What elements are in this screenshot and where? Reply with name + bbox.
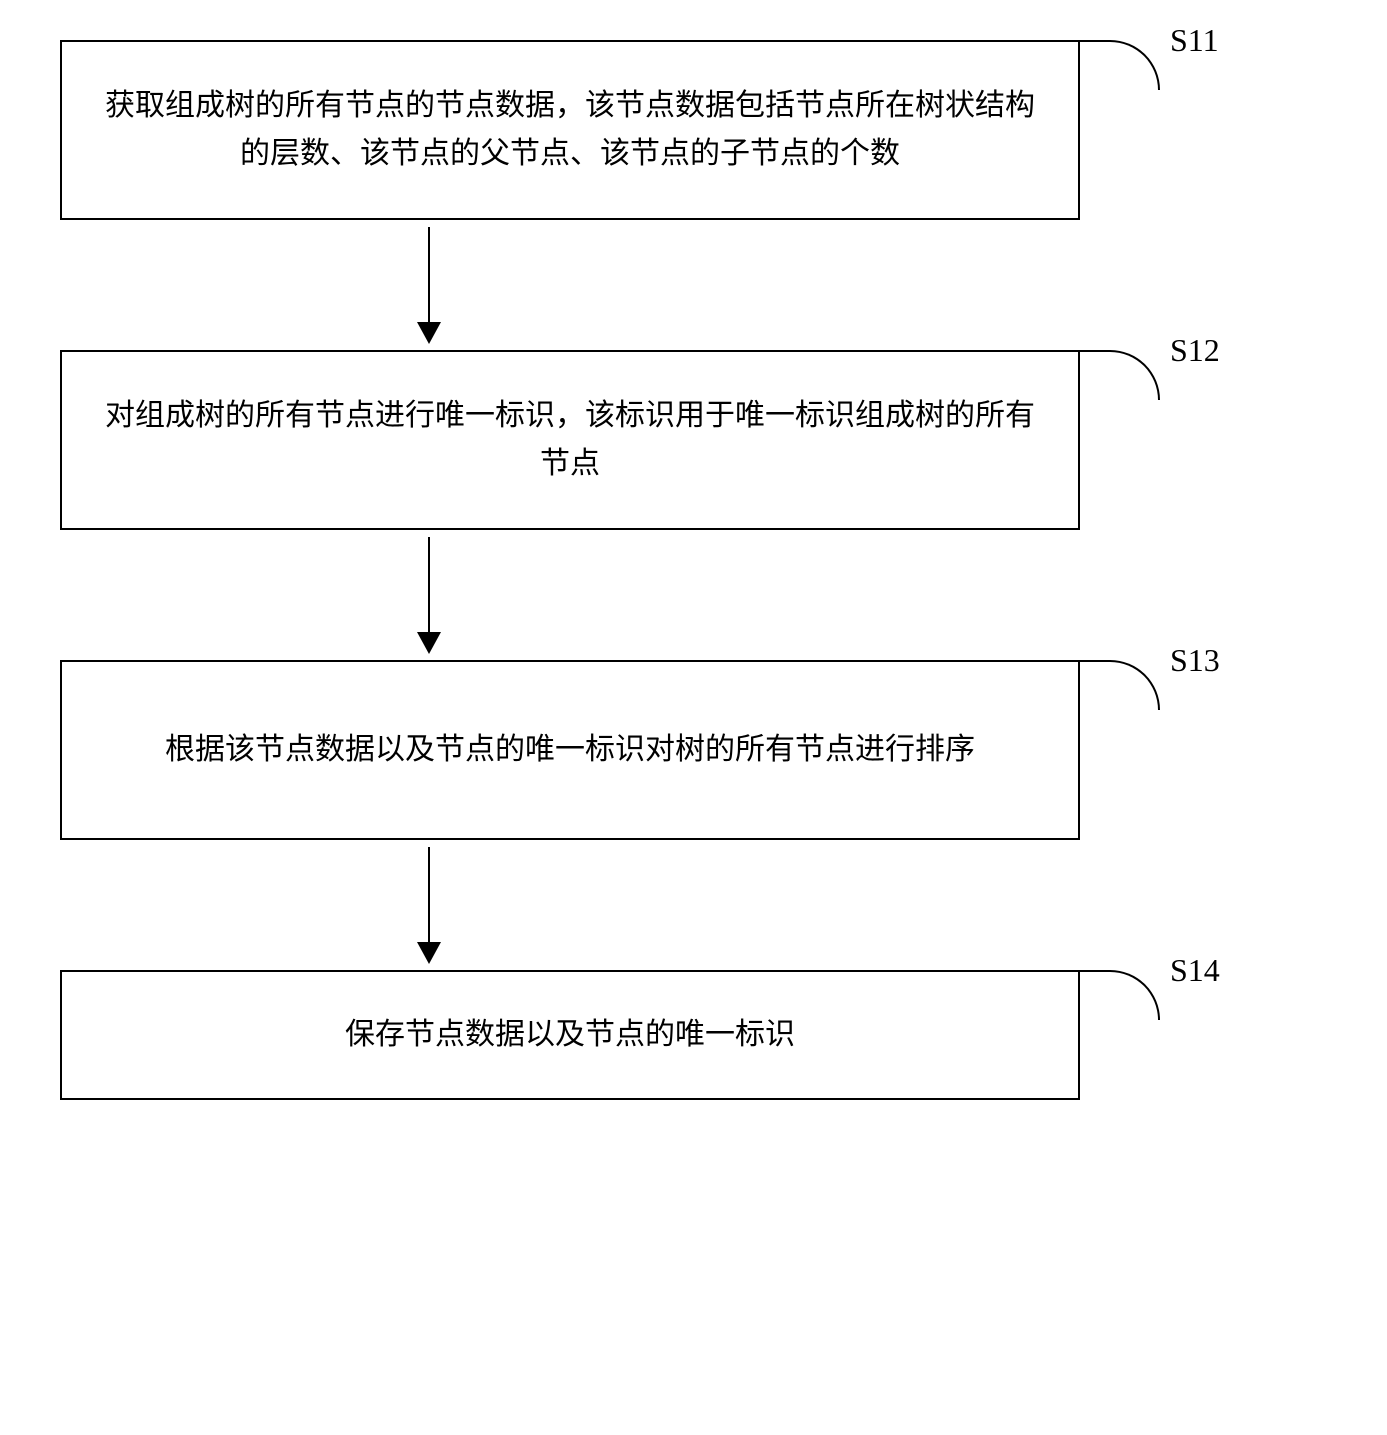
label-connector-s12: S12 [1080,350,1220,400]
step-container-s11: 获取组成树的所有节点的节点数据，该节点数据包括节点所在树状结构的层数、该节点的父… [60,40,1327,220]
step-container-s12: 对组成树的所有节点进行唯一标识，该标识用于唯一标识组成树的所有节点 S12 [60,350,1327,530]
arrow-line [428,847,430,942]
arrow-head-icon [417,322,441,344]
step-label-s12: S12 [1170,332,1220,369]
step-box-s13: 根据该节点数据以及节点的唯一标识对树的所有节点进行排序 [60,660,1080,840]
arrow-line [428,537,430,632]
step-box-s12: 对组成树的所有节点进行唯一标识，该标识用于唯一标识组成树的所有节点 [60,350,1080,530]
step-label-s11: S11 [1170,22,1219,59]
curve-s13 [1080,660,1160,710]
arrow-line [428,227,430,322]
curve-s12 [1080,350,1160,400]
step-text-s13: 根据该节点数据以及节点的唯一标识对树的所有节点进行排序 [165,726,975,774]
step-text-s12: 对组成树的所有节点进行唯一标识，该标识用于唯一标识组成树的所有节点 [92,392,1048,488]
arrow-s13-s14 [51,840,1071,970]
label-connector-s14: S14 [1080,970,1220,1020]
step-container-s13: 根据该节点数据以及节点的唯一标识对树的所有节点进行排序 S13 [60,660,1327,840]
arrow-head-icon [417,632,441,654]
flowchart-container: 获取组成树的所有节点的节点数据，该节点数据包括节点所在树状结构的层数、该节点的父… [60,40,1327,1100]
step-box-s11: 获取组成树的所有节点的节点数据，该节点数据包括节点所在树状结构的层数、该节点的父… [60,40,1080,220]
step-text-s11: 获取组成树的所有节点的节点数据，该节点数据包括节点所在树状结构的层数、该节点的父… [92,82,1048,178]
step-text-s14: 保存节点数据以及节点的唯一标识 [345,1011,795,1059]
arrow-s11-s12 [51,220,1071,350]
arrow-s12-s13 [51,530,1071,660]
label-connector-s11: S11 [1080,40,1219,90]
step-box-s14: 保存节点数据以及节点的唯一标识 [60,970,1080,1100]
step-container-s14: 保存节点数据以及节点的唯一标识 S14 [60,970,1327,1100]
curve-s14 [1080,970,1160,1020]
curve-s11 [1080,40,1160,90]
step-label-s14: S14 [1170,952,1220,989]
label-connector-s13: S13 [1080,660,1220,710]
arrow-head-icon [417,942,441,964]
step-label-s13: S13 [1170,642,1220,679]
